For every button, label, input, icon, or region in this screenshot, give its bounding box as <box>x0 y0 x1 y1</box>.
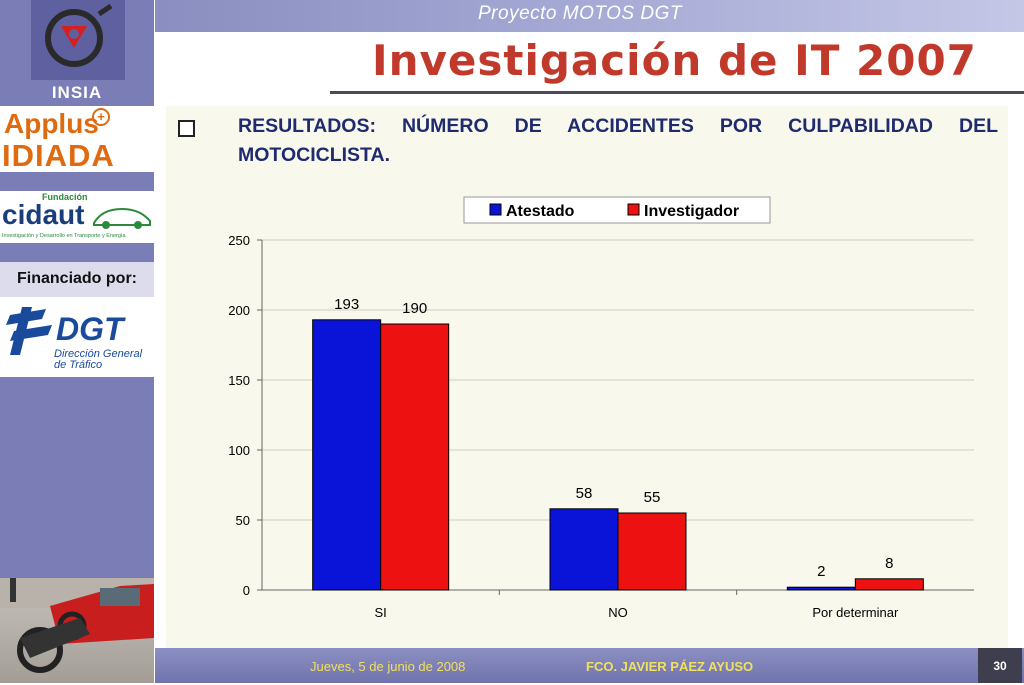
data-label: 55 <box>644 489 661 506</box>
insia-emblem-icon <box>45 3 113 67</box>
bar-investigador <box>854 578 924 591</box>
cidaut-text: cidaut <box>2 199 85 230</box>
data-label: 58 <box>576 485 593 502</box>
cidaut-logo: Fundación cidaut Investigación y Desarro… <box>0 191 154 243</box>
legend-swatch <box>489 203 502 216</box>
insia-label: INSIA <box>51 83 103 102</box>
legend-box <box>463 196 771 224</box>
chart-bars <box>312 319 924 591</box>
y-tick-label: 150 <box>228 373 250 388</box>
bar-investigador <box>380 323 450 591</box>
dgt-subtitle-line1: Dirección General <box>54 348 143 360</box>
top-bar <box>155 0 1024 32</box>
y-tick-label: 200 <box>228 303 250 318</box>
cidaut-fundacion-text: Fundación <box>42 192 88 202</box>
footer-author: FCO. JAVIER PÁEZ AYUSO <box>586 659 754 674</box>
project-label: Proyecto MOTOS DGT <box>478 3 682 24</box>
bar-atestado <box>786 586 856 591</box>
dgt-logo: DGT Dirección General de Tráfico <box>0 297 154 377</box>
dgt-text: DGT <box>56 311 124 347</box>
cidaut-subtitle: Investigación y Desarrollo en Transporte… <box>2 233 126 239</box>
idiada-text: IDIADA <box>2 138 115 173</box>
legend-swatch <box>627 203 640 216</box>
chart-labels: 193 190 58 55 2 8 <box>334 296 893 580</box>
motorcycle-accident-image <box>0 578 154 673</box>
financiado-box: Financiado por: <box>0 262 154 298</box>
applus-text: Applus <box>4 108 99 139</box>
x-tick-label: Por determinar <box>812 605 899 620</box>
footer-date: Jueves, 5 de junio de 2008 <box>310 659 466 674</box>
y-tick-label: 250 <box>228 233 250 248</box>
accident-photo <box>0 578 154 683</box>
data-label: 190 <box>402 300 427 317</box>
dgt-emblem-icon <box>6 307 52 355</box>
legend-label: Atestado <box>506 203 575 220</box>
insia-logo <box>31 0 125 80</box>
legend-label: Investigador <box>644 203 739 220</box>
data-label: 2 <box>817 563 825 580</box>
x-tick-label: NO <box>608 605 628 620</box>
financiado-label: Financiado por: <box>17 270 137 287</box>
checkbox-bullet-icon <box>178 120 195 137</box>
page-title: Investigación de IT 2007 <box>372 36 977 85</box>
y-tick-label: 100 <box>228 443 250 458</box>
title-underline <box>330 91 1024 94</box>
applus-idiada-logo: Applus + IDIADA <box>0 106 154 173</box>
x-tick-label: SI <box>375 605 387 620</box>
results-heading: RESULTADOS: NÚMERO DE ACCIDENTES POR CUL… <box>238 115 998 166</box>
bar-atestado <box>312 319 382 591</box>
y-tick-label: 0 <box>243 583 250 598</box>
y-tick-label: 50 <box>236 513 250 528</box>
chart-legend: Atestado Investigador <box>463 196 771 224</box>
data-label: 8 <box>885 555 893 572</box>
footer-bar <box>155 648 1024 683</box>
applus-plus-icon: + <box>92 108 110 126</box>
bar-atestado <box>549 508 619 591</box>
bar-investigador <box>617 512 687 591</box>
dgt-subtitle-line2: de Tráfico <box>54 359 103 371</box>
car-outline-icon <box>93 207 151 229</box>
page-number: 30 <box>978 648 1022 683</box>
dgt-subtitle: Dirección General de Tráfico <box>54 349 142 371</box>
data-label: 193 <box>334 296 359 313</box>
